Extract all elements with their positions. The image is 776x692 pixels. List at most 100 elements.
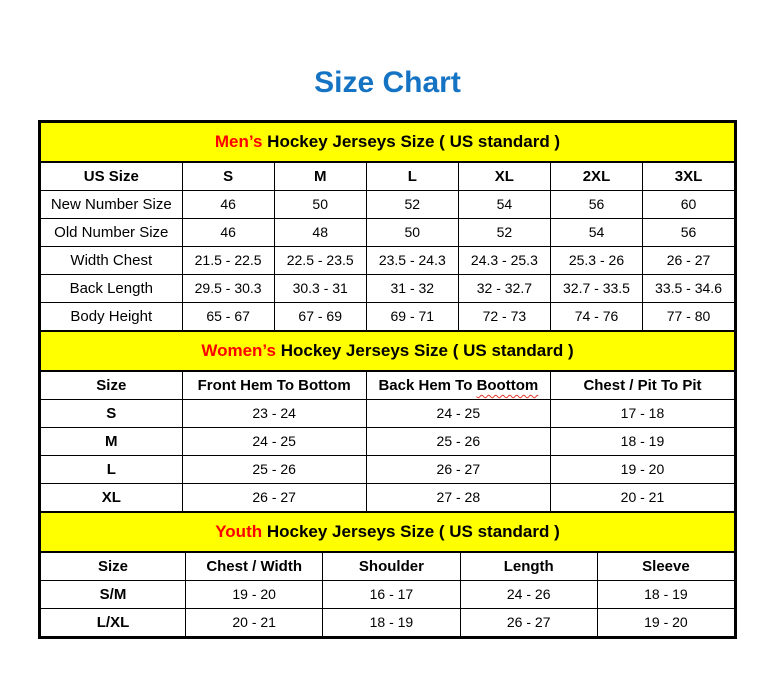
value-cell: 33.5 - 34.6 — [642, 274, 735, 303]
column-header: 2XL — [549, 161, 644, 191]
womens-header-row: Size Front Hem To Bottom Back Hem To Boo… — [40, 370, 736, 400]
row-label: Body Height — [40, 302, 183, 331]
value-cell: 26 - 27 — [459, 608, 598, 637]
womens-banner-row: Women’s Hockey Jerseys Size ( US standar… — [40, 331, 735, 372]
column-header: Size — [39, 551, 187, 581]
row-label: S/M — [39, 580, 187, 609]
row-label: L — [40, 455, 183, 484]
column-header: S — [181, 161, 275, 191]
mens-size-table: Men’s Hockey Jerseys Size ( US standard … — [40, 122, 735, 331]
value-cell: 19 - 20 — [596, 608, 736, 637]
table-row: S 23 - 24 24 - 25 17 - 18 — [40, 399, 736, 428]
value-cell: 77 - 80 — [642, 302, 735, 331]
value-cell: 65 - 67 — [181, 302, 275, 331]
womens-banner: Women’s Hockey Jerseys Size ( US standar… — [40, 331, 735, 372]
row-label: S — [40, 399, 183, 428]
value-cell: 18 - 19 — [322, 608, 461, 637]
row-label: M — [40, 427, 183, 456]
row-label: Back Length — [40, 274, 183, 303]
column-header: Sleeve — [596, 551, 736, 581]
youth-banner-row: Youth Hockey Jerseys Size ( US standard … — [40, 512, 735, 553]
mens-banner-row: Men’s Hockey Jerseys Size ( US standard … — [40, 122, 735, 163]
value-cell: 46 — [181, 190, 275, 219]
mens-banner-text: Hockey Jerseys Size ( US standard ) — [267, 132, 561, 151]
value-cell: 25 - 26 — [365, 427, 551, 456]
value-cell: 24.3 - 25.3 — [457, 246, 551, 275]
value-cell: 69 - 71 — [365, 302, 459, 331]
value-cell: 67 - 69 — [273, 302, 367, 331]
youth-banner-group-label: Youth — [215, 522, 263, 541]
value-cell: 20 - 21 — [549, 483, 736, 512]
value-cell: 23 - 24 — [181, 399, 367, 428]
value-cell: 50 — [273, 190, 367, 219]
table-row: XL 26 - 27 27 - 28 20 - 21 — [40, 483, 736, 512]
value-cell: 21.5 - 22.5 — [181, 246, 275, 275]
column-header: 3XL — [642, 161, 735, 191]
value-cell: 31 - 32 — [365, 274, 459, 303]
youth-size-table: Youth Hockey Jerseys Size ( US standard … — [39, 512, 736, 637]
row-label: L/XL — [39, 608, 187, 637]
column-header: Size — [40, 370, 183, 400]
value-cell: 26 - 27 — [642, 246, 735, 275]
youth-banner: Youth Hockey Jerseys Size ( US standard … — [40, 512, 735, 553]
value-cell: 54 — [457, 190, 551, 219]
row-label: XL — [40, 483, 183, 512]
table-row: Width Chest 21.5 - 22.5 22.5 - 23.5 23.5… — [40, 246, 735, 275]
value-cell: 26 - 27 — [365, 455, 551, 484]
value-cell: 56 — [549, 190, 644, 219]
table-row: Back Length 29.5 - 30.3 30.3 - 31 31 - 3… — [40, 274, 735, 303]
value-cell: 17 - 18 — [549, 399, 736, 428]
column-header: US Size — [40, 161, 183, 191]
column-header: Shoulder — [322, 551, 461, 581]
value-cell: 32.7 - 33.5 — [549, 274, 644, 303]
value-cell: 46 — [181, 218, 275, 247]
value-cell: 54 — [549, 218, 644, 247]
header-text: Back Hem To — [378, 377, 477, 394]
table-row: New Number Size 46 50 52 54 56 60 — [40, 190, 735, 219]
value-cell: 19 - 20 — [185, 580, 324, 609]
value-cell: 26 - 27 — [181, 483, 367, 512]
value-cell: 29.5 - 30.3 — [181, 274, 275, 303]
value-cell: 60 — [642, 190, 735, 219]
row-label: Old Number Size — [40, 218, 183, 247]
mens-banner: Men’s Hockey Jerseys Size ( US standard … — [40, 122, 735, 163]
mens-header-row: US Size S M L XL 2XL 3XL — [40, 161, 735, 191]
value-cell: 23.5 - 24.3 — [365, 246, 459, 275]
value-cell: 16 - 17 — [322, 580, 461, 609]
column-header: Chest / Pit To Pit — [549, 370, 736, 400]
value-cell: 20 - 21 — [185, 608, 324, 637]
page-title: Size Chart — [314, 66, 461, 99]
table-row: S/M 19 - 20 16 - 17 24 - 26 18 - 19 — [39, 580, 736, 609]
value-cell: 19 - 20 — [549, 455, 736, 484]
womens-banner-text: Hockey Jerseys Size ( US standard ) — [280, 341, 574, 360]
womens-banner-group-label: Women’s — [201, 341, 276, 360]
column-header-misspelled: Back Hem To Boottom — [365, 370, 551, 400]
table-row: Body Height 65 - 67 67 - 69 69 - 71 72 -… — [40, 302, 735, 331]
table-row: L/XL 20 - 21 18 - 19 26 - 27 19 - 20 — [39, 608, 736, 637]
youth-banner-text: Hockey Jerseys Size ( US standard ) — [266, 522, 560, 541]
value-cell: 30.3 - 31 — [273, 274, 367, 303]
table-row: M 24 - 25 25 - 26 18 - 19 — [40, 427, 736, 456]
value-cell: 22.5 - 23.5 — [273, 246, 367, 275]
value-cell: 48 — [273, 218, 367, 247]
value-cell: 25.3 - 26 — [549, 246, 644, 275]
value-cell: 74 - 76 — [549, 302, 644, 331]
value-cell: 24 - 26 — [459, 580, 598, 609]
column-header: Length — [459, 551, 598, 581]
value-cell: 18 - 19 — [549, 427, 736, 456]
youth-header-row: Size Chest / Width Shoulder Length Sleev… — [39, 551, 736, 581]
value-cell: 52 — [457, 218, 551, 247]
row-label: Width Chest — [40, 246, 183, 275]
value-cell: 56 — [642, 218, 735, 247]
column-header: Chest / Width — [185, 551, 324, 581]
row-label: New Number Size — [40, 190, 183, 219]
column-header: Front Hem To Bottom — [181, 370, 367, 400]
column-header: L — [365, 161, 459, 191]
spellcheck-underline-word: Boottom — [476, 377, 539, 394]
value-cell: 52 — [365, 190, 459, 219]
value-cell: 27 - 28 — [365, 483, 551, 512]
value-cell: 18 - 19 — [596, 580, 736, 609]
column-header: XL — [457, 161, 551, 191]
mens-banner-group-label: Men’s — [214, 132, 263, 151]
